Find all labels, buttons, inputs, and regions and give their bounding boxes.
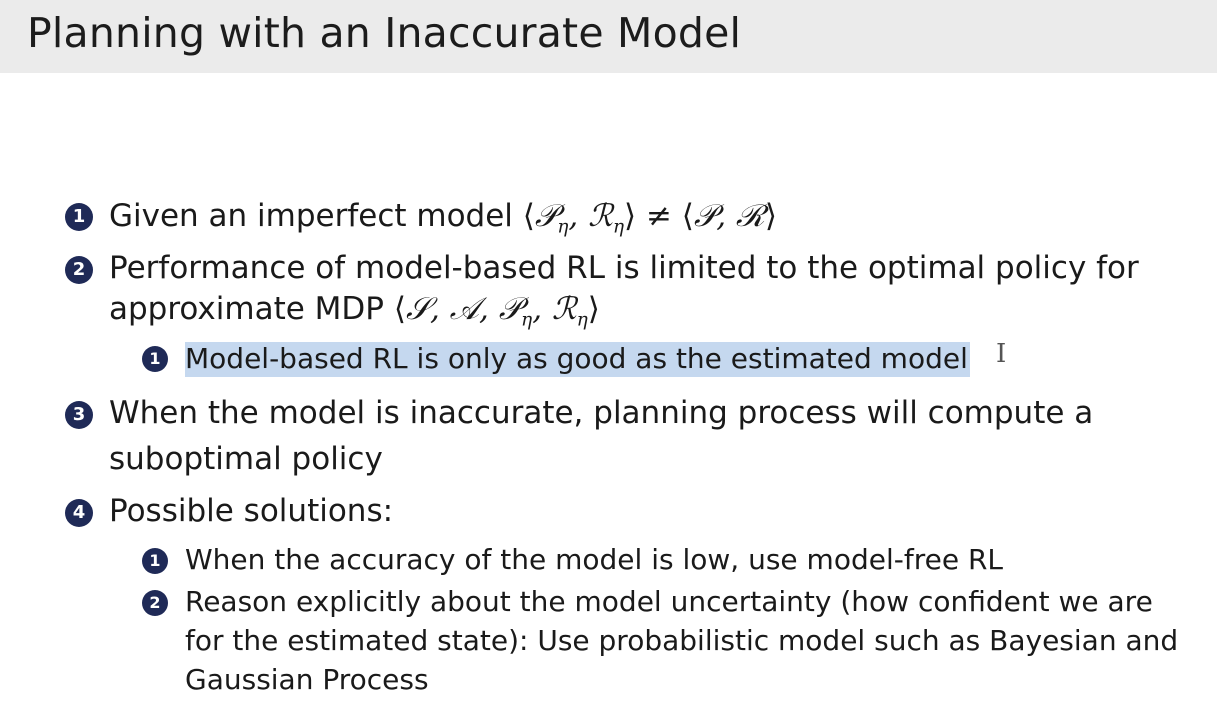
item-2-line-2: approximate MDP ⟨𝒮, 𝒜, 𝒫η, ℛη⟩ [109, 287, 600, 343]
subitem-4-2-line-1: Reason explicitly about the model uncert… [185, 585, 1153, 618]
subitem-2-1-text-highlighted[interactable]: Model-based RL is only as good as the es… [185, 342, 970, 377]
subitem-4-1-number-badge: 1 [142, 548, 168, 574]
subitem-4-2-line-2: for the estimated state): Use probabilis… [185, 624, 1179, 657]
subitem-2-1-number-badge: 1 [142, 346, 168, 372]
item-3-line-2: suboptimal policy [109, 441, 383, 477]
item-2-number-badge: 2 [65, 256, 93, 284]
item-4-number-badge: 4 [65, 499, 93, 527]
text-cursor-icon: I [996, 339, 1007, 369]
subitem-4-1-text: When the accuracy of the model is low, u… [185, 543, 1004, 576]
item-1-math: ⟨𝒫η, ℛη⟩ ≠ ⟨𝒫, ℛ⟩ [522, 198, 777, 238]
item-2-math: ⟨𝒮, 𝒜, 𝒫η, ℛη⟩ [393, 291, 600, 331]
subitem-2-1: Model-based RL is only as good as the es… [185, 338, 970, 380]
title-bar: Planning with an Inaccurate Model [0, 0, 1217, 73]
item-1: Given an imperfect model ⟨𝒫η, ℛη⟩ ≠ ⟨𝒫, … [109, 194, 777, 250]
item-3-number-badge: 3 [65, 401, 93, 429]
subitem-4-2-line-3: Gaussian Process [185, 663, 429, 696]
item-1-text: Given an imperfect model [109, 198, 513, 234]
item-2-line-2-text: approximate MDP [109, 291, 384, 327]
slide-title: Planning with an Inaccurate Model [27, 9, 742, 57]
item-1-number-badge: 1 [65, 203, 93, 231]
item-4-text: Possible solutions: [109, 493, 394, 529]
item-2-line-1: Performance of model-based RL is limited… [109, 250, 1139, 286]
subitem-4-2-number-badge: 2 [142, 590, 168, 616]
item-3-line-1: When the model is inaccurate, planning p… [109, 395, 1094, 431]
